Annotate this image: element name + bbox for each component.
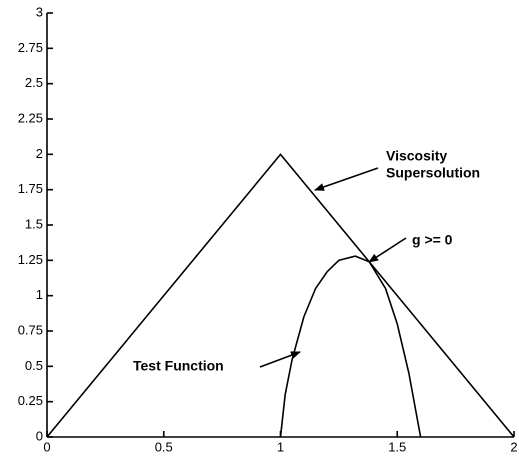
x-tick-label: 2 — [510, 439, 517, 454]
annotation: g >= 0 — [412, 232, 453, 248]
series-line — [46, 153, 515, 438]
y-tick-label: 2.25 — [18, 110, 43, 125]
series-line — [279, 255, 422, 438]
x-tick-label: 0.5 — [155, 439, 173, 454]
y-tick-label: 0.75 — [18, 322, 43, 337]
y-tick-label: 1 — [36, 287, 43, 302]
y-tick-label: 0 — [36, 428, 43, 443]
arrow — [314, 167, 379, 191]
y-tick-label: 3 — [36, 4, 43, 19]
arrow — [368, 237, 407, 263]
x-tick-label: 0 — [43, 439, 50, 454]
annotation: Viscosity — [386, 148, 447, 164]
x-tick-label: 1 — [277, 439, 284, 454]
y-tick-label: 2.5 — [25, 75, 43, 90]
y-tick-label: 1.25 — [18, 252, 43, 267]
y-tick-label: 2 — [36, 146, 43, 161]
y-tick-label: 1.75 — [18, 181, 43, 196]
x-tick-label: 1.5 — [388, 439, 406, 454]
y-tick-label: 0.5 — [25, 358, 43, 373]
y-tick-label: 0.25 — [18, 393, 43, 408]
y-tick-label: 1.5 — [25, 216, 43, 231]
y-tick-label: 2.75 — [18, 40, 43, 55]
annotation: Supersolution — [386, 165, 480, 181]
annotation: Test Function — [133, 358, 224, 374]
